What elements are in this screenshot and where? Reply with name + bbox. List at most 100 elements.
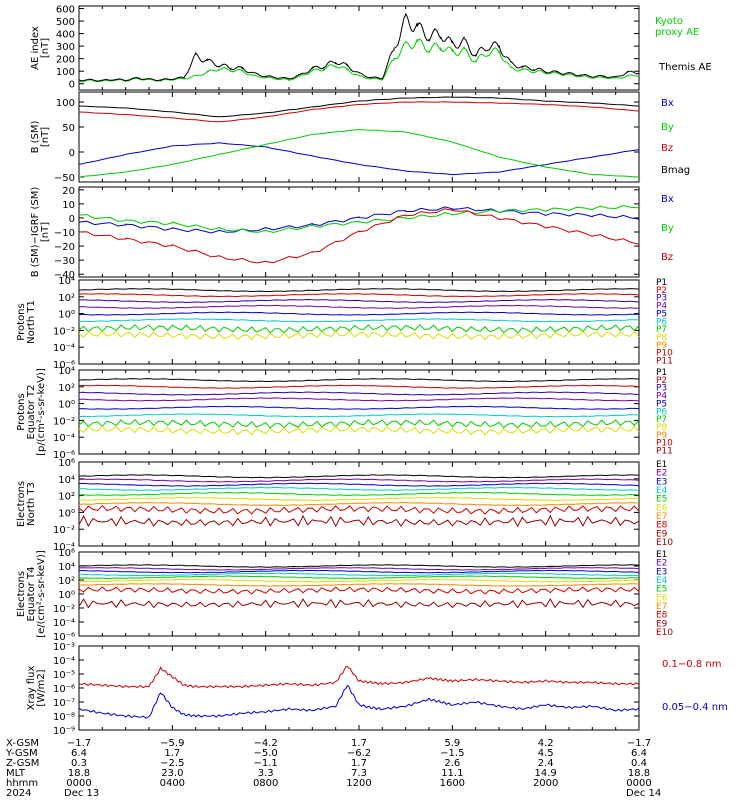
x-axis-value: 4.2 (538, 738, 554, 749)
row-label-year: 2024 (6, 788, 31, 799)
x-ylabel: Xray flux (26, 666, 37, 711)
x-axis-value: 7.3 (351, 768, 367, 779)
channel-legend: P8 (656, 423, 667, 433)
flux-line (78, 569, 640, 574)
y-tick-label: 10⁻⁶ (53, 684, 75, 695)
legend-b-bx: Bx (661, 98, 674, 109)
p1-ylabel-2: North T1 (26, 300, 37, 344)
legend-b-bmag: Bmag (661, 165, 690, 176)
flux-line (78, 567, 640, 571)
y-tick-label: 10² (58, 576, 75, 587)
channel-legend: P1 (656, 368, 667, 378)
channel-legend: P4 (656, 302, 667, 312)
channel-legend: P5 (656, 309, 667, 319)
x-axis-value: 2.4 (538, 758, 554, 769)
x-axis-value: −5.9 (160, 738, 184, 749)
b-ylabel: B (SM) (30, 120, 41, 153)
channel-legend: P2 (656, 376, 667, 386)
x-axis-value: 3.3 (258, 768, 274, 779)
p2-ylabel: Protons (16, 393, 27, 430)
channel-legend: P5 (656, 399, 667, 409)
x-axis-value: −6.2 (347, 748, 371, 759)
channel-legend: P8 (656, 333, 667, 343)
y-tick-label: 600 (56, 5, 75, 16)
legend-db-bx: Bx (661, 194, 674, 205)
flux-line (78, 425, 640, 436)
channel-legend: P10 (656, 439, 673, 449)
x-axis-value: 11.1 (441, 768, 463, 779)
date-start: Dec 13 (64, 788, 99, 799)
channel-legend: E7 (656, 602, 667, 612)
y-tick-label: 10⁻² (53, 525, 75, 536)
y-tick-label: 10⁰ (58, 508, 75, 519)
series-line (78, 206, 640, 234)
x-axis-value: −1.5 (440, 748, 464, 759)
channel-legend: P9 (656, 431, 667, 441)
x-axis-value: 2000 (533, 778, 558, 789)
flux-line (78, 496, 640, 502)
flux-line (78, 564, 640, 568)
y-tick-label: 10⁻⁴ (53, 343, 75, 354)
row-label-zgsm: Z-GSM (6, 758, 39, 769)
flux-line (78, 486, 640, 491)
series-line (78, 96, 640, 118)
flux-line (78, 330, 640, 341)
e2-ylabel-3: [e/(cm²-s-sr-keV)] (36, 550, 47, 638)
y-tick-label: 500 (56, 17, 75, 28)
flux-line (78, 318, 640, 323)
channel-legend: P3 (656, 294, 667, 304)
channel-legend: P6 (656, 407, 667, 417)
y-tick-label: 10⁻⁸ (53, 712, 75, 723)
y-tick-label: 10⁻⁶ (53, 450, 75, 461)
channel-legend: E10 (656, 628, 673, 638)
flux-line (78, 586, 640, 595)
channel-legend: E9 (656, 529, 668, 539)
channel-legend: E8 (656, 611, 668, 621)
x-axis-value: 1600 (440, 778, 465, 789)
channel-legend: E4 (656, 486, 668, 496)
panel-p2-frame (78, 369, 640, 455)
legend-b-by: By (661, 122, 674, 133)
x-axis-value: 0.3 (71, 758, 87, 769)
panel-ae-frame (78, 5, 640, 91)
channel-legend: E3 (656, 477, 667, 487)
y-tick-label: 100 (56, 98, 75, 109)
channel-legend: E9 (656, 619, 668, 629)
ae-ylabel-units: [nT] (40, 38, 51, 58)
channel-legend: P7 (656, 325, 667, 335)
y-tick-label: 10⁻² (53, 416, 75, 427)
y-tick-label: 10⁻⁶ (53, 360, 75, 371)
y-tick-label: 10⁻² (53, 604, 75, 615)
channel-legend: E7 (656, 512, 667, 522)
p1-ylabel: Protons (16, 303, 27, 340)
channel-legend: P11 (656, 357, 673, 367)
series-line (78, 38, 640, 83)
y-tick-label: −30 (54, 256, 75, 267)
x-axis-value: 18.8 (628, 768, 650, 779)
x-axis-value: 4.5 (538, 748, 554, 759)
y-tick-label: 10⁻⁴ (53, 656, 75, 667)
y-tick-label: 0 (69, 148, 75, 159)
x-axis-value: −1.7 (627, 738, 651, 749)
y-tick-label: 20 (62, 186, 75, 197)
x-axis-value: 1200 (346, 778, 371, 789)
flux-line (78, 413, 640, 418)
flux-line (78, 578, 640, 583)
series-line (78, 208, 640, 264)
y-tick-label: 10⁶ (58, 548, 75, 559)
x-axis-value: −4.2 (254, 738, 278, 749)
x-axis-value: −5.0 (254, 748, 278, 759)
channel-legend: P1 (656, 278, 667, 288)
y-tick-label: 10⁴ (58, 562, 75, 573)
flux-line (78, 572, 640, 577)
flux-line (78, 323, 640, 334)
x-axis-value: 6.4 (71, 748, 87, 759)
y-tick-label: 10⁻⁷ (53, 698, 75, 709)
y-tick-label: −50 (54, 173, 75, 184)
channel-legend: P6 (656, 317, 667, 327)
channel-legend: E2 (656, 559, 667, 569)
y-tick-label: 10⁴ (58, 366, 75, 377)
y-tick-label: −10 (54, 228, 75, 239)
